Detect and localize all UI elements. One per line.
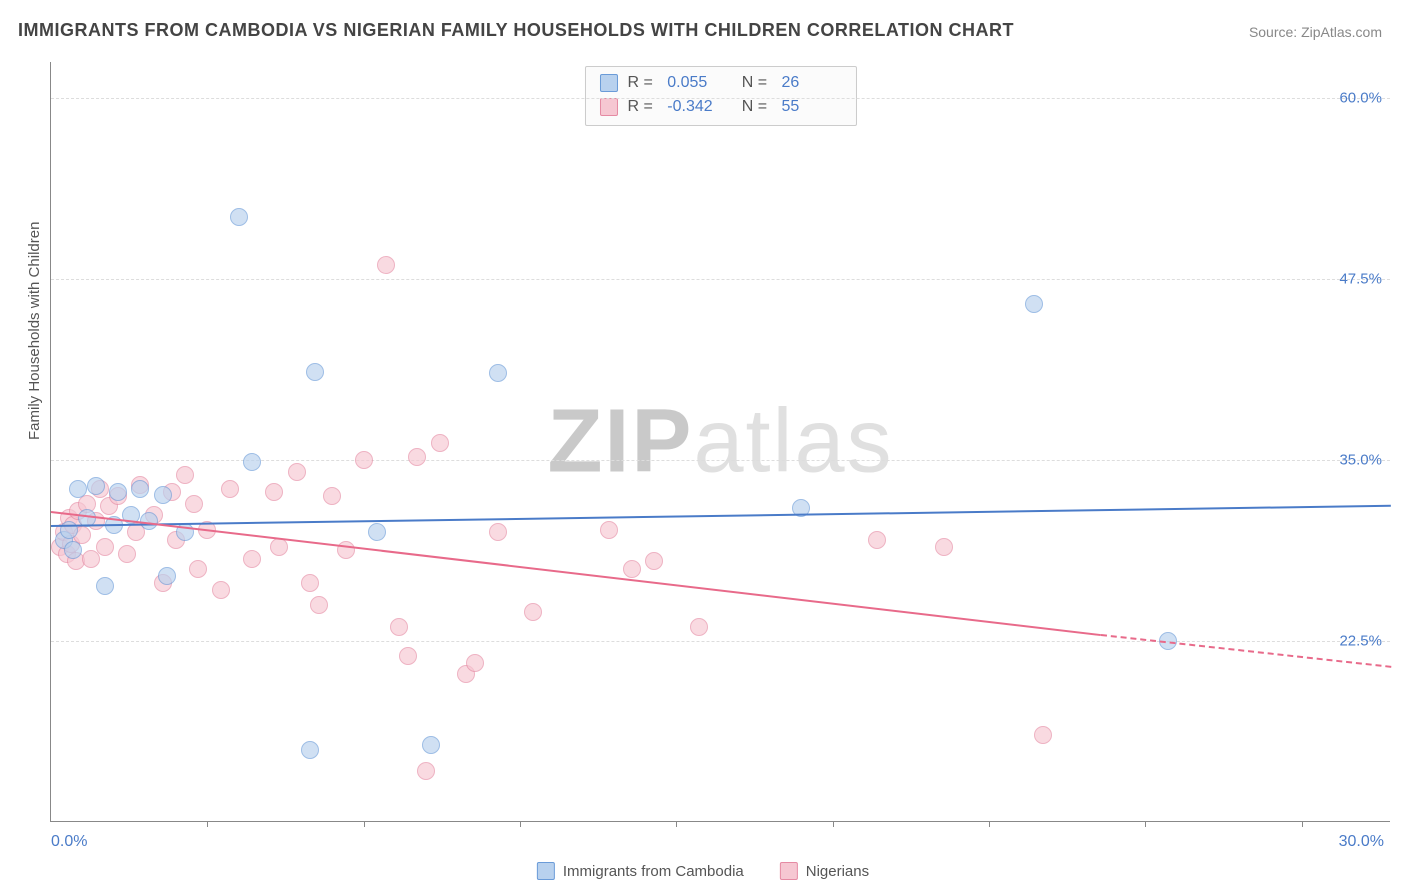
y-tick-label: 47.5% bbox=[1339, 271, 1382, 288]
gridline-h bbox=[51, 641, 1390, 642]
stats-r-value: 0.055 bbox=[667, 71, 727, 95]
chart-title: IMMIGRANTS FROM CAMBODIA VS NIGERIAN FAM… bbox=[18, 20, 1014, 41]
data-point bbox=[221, 480, 239, 498]
data-point bbox=[323, 487, 341, 505]
data-point bbox=[489, 364, 507, 382]
data-point bbox=[390, 618, 408, 636]
data-point bbox=[690, 618, 708, 636]
data-point bbox=[109, 483, 127, 501]
data-point bbox=[60, 521, 78, 539]
data-point bbox=[176, 466, 194, 484]
legend-swatch bbox=[780, 862, 798, 880]
x-tick bbox=[1302, 821, 1303, 827]
stats-r-label: R = bbox=[627, 71, 657, 95]
x-tick bbox=[989, 821, 990, 827]
chart-plot-area: ZIPatlas R = 0.055 N = 26R = -0.342 N = … bbox=[50, 62, 1390, 822]
stats-swatch bbox=[599, 98, 617, 116]
data-point bbox=[623, 560, 641, 578]
data-point bbox=[1025, 295, 1043, 313]
legend-swatch bbox=[537, 862, 555, 880]
data-point bbox=[408, 448, 426, 466]
data-point bbox=[645, 552, 663, 570]
x-tick bbox=[364, 821, 365, 827]
stats-n-value: 26 bbox=[782, 71, 842, 95]
data-point bbox=[422, 736, 440, 754]
data-point bbox=[368, 523, 386, 541]
x-tick bbox=[676, 821, 677, 827]
data-point bbox=[399, 647, 417, 665]
data-point bbox=[288, 463, 306, 481]
data-point bbox=[868, 531, 886, 549]
x-tick bbox=[520, 821, 521, 827]
data-point bbox=[301, 741, 319, 759]
x-axis-start-label: 0.0% bbox=[51, 833, 87, 851]
data-point bbox=[230, 208, 248, 226]
gridline-h bbox=[51, 98, 1390, 99]
data-point bbox=[265, 483, 283, 501]
data-point bbox=[301, 574, 319, 592]
data-point bbox=[64, 541, 82, 559]
source-attribution: Source: ZipAtlas.com bbox=[1249, 24, 1382, 40]
data-point bbox=[243, 453, 261, 471]
data-point bbox=[466, 654, 484, 672]
bottom-legend: Immigrants from Cambodia Nigerians bbox=[537, 862, 869, 880]
data-point bbox=[600, 521, 618, 539]
y-tick-label: 35.0% bbox=[1339, 452, 1382, 469]
y-tick-label: 60.0% bbox=[1339, 90, 1382, 107]
trend-line bbox=[51, 511, 1101, 636]
data-point bbox=[243, 550, 261, 568]
legend-item: Immigrants from Cambodia bbox=[537, 862, 744, 880]
legend-label: Immigrants from Cambodia bbox=[563, 863, 744, 880]
trend-line bbox=[51, 505, 1391, 527]
legend-label: Nigerians bbox=[806, 863, 869, 880]
x-tick bbox=[833, 821, 834, 827]
stats-swatch bbox=[599, 74, 617, 92]
data-point bbox=[355, 451, 373, 469]
data-point bbox=[87, 477, 105, 495]
x-axis-end-label: 30.0% bbox=[1339, 833, 1384, 851]
y-tick-label: 22.5% bbox=[1339, 633, 1382, 650]
data-point bbox=[118, 545, 136, 563]
data-point bbox=[185, 495, 203, 513]
data-point bbox=[1034, 726, 1052, 744]
stats-n-label: N = bbox=[737, 71, 771, 95]
data-point bbox=[69, 480, 87, 498]
data-point bbox=[417, 762, 435, 780]
watermark-logo: ZIPatlas bbox=[547, 390, 893, 493]
data-point bbox=[377, 256, 395, 274]
data-point bbox=[131, 480, 149, 498]
data-point bbox=[158, 567, 176, 585]
correlation-stats-box: R = 0.055 N = 26R = -0.342 N = 55 bbox=[584, 66, 856, 126]
data-point bbox=[270, 538, 288, 556]
legend-item: Nigerians bbox=[780, 862, 869, 880]
data-point bbox=[306, 363, 324, 381]
data-point bbox=[96, 577, 114, 595]
data-point bbox=[310, 596, 328, 614]
data-point bbox=[212, 581, 230, 599]
y-axis-title: Family Households with Children bbox=[26, 222, 43, 440]
data-point bbox=[524, 603, 542, 621]
gridline-h bbox=[51, 279, 1390, 280]
data-point bbox=[431, 434, 449, 452]
data-point bbox=[935, 538, 953, 556]
x-tick bbox=[1145, 821, 1146, 827]
x-tick bbox=[207, 821, 208, 827]
data-point bbox=[337, 541, 355, 559]
data-point bbox=[154, 486, 172, 504]
data-point bbox=[189, 560, 207, 578]
data-point bbox=[489, 523, 507, 541]
stats-row: R = 0.055 N = 26 bbox=[599, 71, 841, 95]
data-point bbox=[96, 538, 114, 556]
